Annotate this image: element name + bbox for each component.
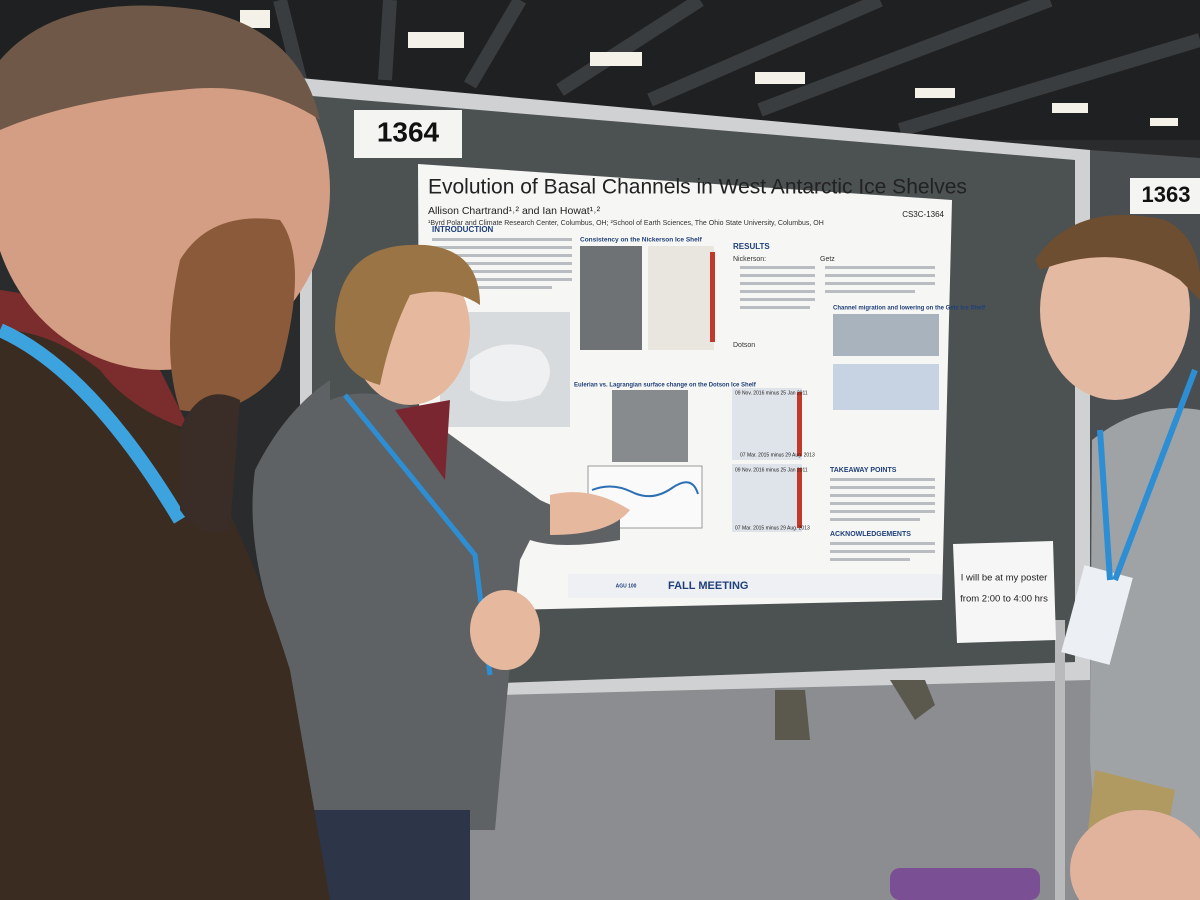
sign-line: from 2:00 to 4:00 hrs [960, 594, 1048, 605]
satellite-image [580, 246, 642, 350]
map-label: 07 Mar. 2015 minus 29 Aug. 2013 [735, 525, 810, 531]
right-man-hair [1035, 215, 1200, 300]
footer-meeting: FALL MEETING [668, 580, 748, 592]
map-label: 07 Mar. 2015 minus 29 Aug. 2013 [740, 452, 815, 458]
shelf-label: Dotson [733, 342, 755, 349]
sign-line: I will be at my poster [961, 573, 1048, 584]
lanyard [0, 323, 187, 524]
dotson-map [732, 464, 802, 532]
left-man-sweater [0, 300, 330, 900]
footer-logo: AGU 100 [616, 583, 637, 589]
map-label: 09 Nov. 2016 minus 25 Jan 2011 [735, 390, 808, 396]
map-label: 09 Nov. 2016 minus 25 Jan 2011 [735, 467, 808, 473]
shelf-label: Nickerson: [733, 256, 766, 263]
colorbar [710, 252, 715, 342]
poster-code: CS3C-1364 [902, 210, 944, 219]
booth-number-card [1130, 178, 1200, 214]
ceiling-lights [240, 10, 1178, 126]
booth-number: 1363 [1142, 182, 1191, 207]
bag [890, 868, 1040, 900]
section-heading: INTRODUCTION [432, 225, 494, 234]
poster-footer [568, 574, 942, 598]
panel-title: Channel migration and lowering on the Ge… [833, 306, 986, 312]
background-person [180, 394, 240, 533]
panel-title: Eulerian vs. Lagrangian surface change o… [574, 383, 757, 389]
woman-jeans [300, 810, 470, 900]
left-man-hair [0, 5, 320, 130]
woman-hand [550, 492, 630, 535]
lanyard [1097, 368, 1198, 582]
right-man-shirt [1090, 408, 1200, 890]
panel-title: Consistency on the Nickerson Ice Shelf [580, 237, 703, 244]
ceiling-beams [273, 0, 1200, 137]
intro-text-lines [432, 238, 572, 289]
woman-hair [335, 244, 480, 385]
dotson-image [612, 390, 688, 462]
foreground-arm [1070, 810, 1200, 900]
profile-plot [587, 465, 703, 529]
left-man-beard [170, 218, 295, 412]
booth-number-card [354, 110, 462, 158]
badge [1061, 565, 1133, 665]
background-person-legs [775, 680, 935, 740]
colorbar [797, 468, 802, 528]
sign [953, 541, 1056, 643]
poster-affiliation: ¹Byrd Polar and Climate Research Center,… [428, 220, 824, 227]
woman-top [395, 400, 450, 480]
getz-map [833, 364, 939, 410]
poster-authors: Allison Chartrand¹˒² and Ian Howat¹˒² [428, 205, 601, 217]
antarctica-shape [470, 344, 550, 402]
results-text-lines [740, 266, 935, 309]
dotson-map [732, 388, 802, 460]
shelf-label: Getz [820, 256, 835, 263]
elevation-map [648, 246, 714, 350]
woman-blazer [252, 380, 620, 830]
poster-title: Evolution of Basal Channels in West Anta… [428, 176, 967, 199]
section-heading: RESULTS [733, 242, 770, 251]
booth-number: 1364 [377, 116, 440, 147]
colorbar [797, 392, 802, 456]
getz-image [833, 314, 939, 356]
takeaway-text-lines [830, 478, 935, 561]
section-heading: ACKNOWLEDGEMENTS [830, 531, 911, 538]
left-man-collar [0, 290, 190, 430]
profile-line [591, 481, 699, 498]
section-heading: TAKEAWAY POINTS [830, 467, 897, 474]
woman-hand [470, 590, 540, 670]
